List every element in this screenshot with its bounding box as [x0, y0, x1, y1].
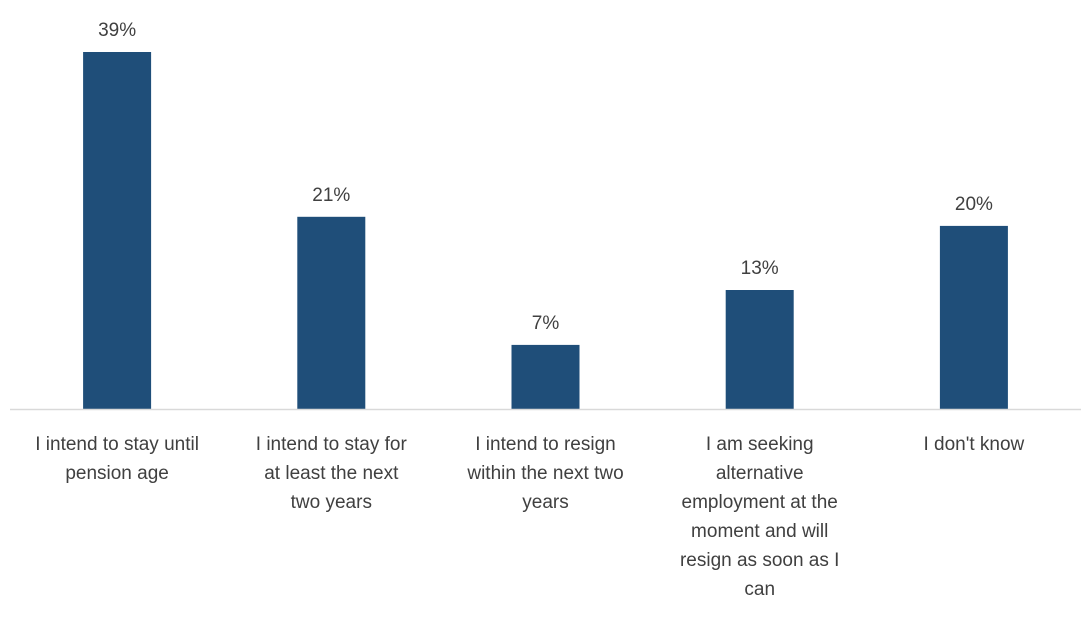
bar-1 [83, 52, 152, 409]
category-label-4: I am seeking alternative employment at the… [680, 434, 839, 600]
data-label-4: 13% [741, 258, 779, 279]
category-label-3-line-3: years [522, 492, 568, 513]
category-label-3-line-1: I intend to resign [475, 434, 615, 455]
data-label-3: 7% [532, 313, 560, 334]
category-label-4-line-5: resign as soon as I [680, 550, 839, 571]
category-label-3-line-2: within the next two [466, 463, 623, 484]
category-label-2-line-2: at least the next [264, 463, 399, 484]
category-label-4-line-2: alternative [716, 463, 804, 484]
category-label-4-line-1: I am seeking [706, 434, 814, 455]
data-label-5: 20% [955, 194, 993, 215]
category-label-5-line-1: I don't know [923, 434, 1024, 455]
category-label-4-line-4: moment and will [691, 521, 828, 542]
bar-2 [297, 216, 366, 409]
category-label-1-line-1: I intend to stay until [35, 434, 199, 455]
data-labels-group: 39% 21% 7% 13% 20% [98, 20, 993, 334]
bar-5 [939, 225, 1008, 409]
category-label-1-line-2: pension age [65, 463, 169, 484]
category-label-2: I intend to stay for at least the next two… [256, 434, 408, 513]
category-label-4-line-6: can [744, 579, 775, 600]
data-label-1: 39% [98, 20, 136, 41]
data-label-2: 21% [312, 185, 350, 206]
bar-4 [725, 290, 794, 409]
category-label-4-line-3: employment at the [682, 492, 838, 513]
bar-3 [511, 344, 580, 409]
category-label-3: I intend to resign within the next two yea… [466, 434, 623, 513]
category-label-2-line-3: two years [291, 492, 372, 513]
category-label-2-line-1: I intend to stay for [256, 434, 408, 455]
bars-group [83, 52, 1008, 409]
category-label-5: I don't know [923, 434, 1024, 455]
category-label-1: I intend to stay until pension age [35, 434, 199, 484]
